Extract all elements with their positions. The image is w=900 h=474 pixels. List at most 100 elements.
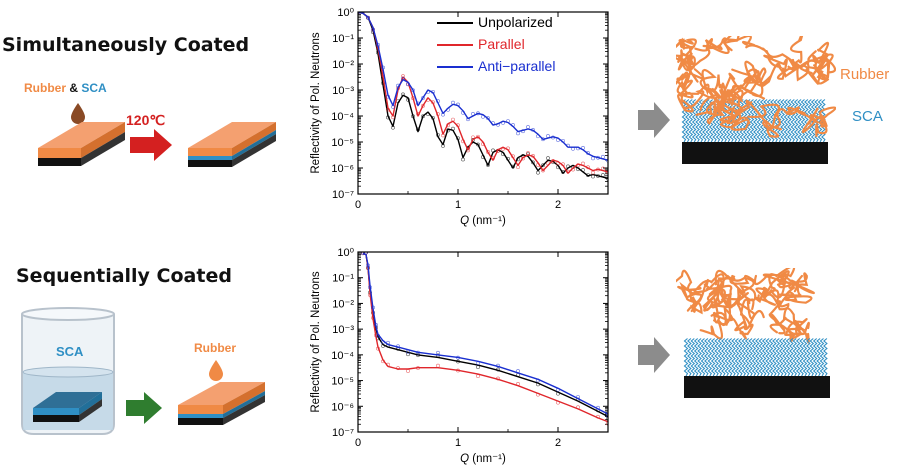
data-point [526,125,530,129]
rubber-chain [766,55,810,78]
sca-chain [793,99,799,143]
y-tick-label: 10⁻⁵ [331,137,354,149]
heating-arrow-icon [130,129,172,161]
sca-chain [702,99,707,143]
sca-chain [731,338,736,377]
sca-chain [797,99,802,143]
sequential-substrate [178,382,265,425]
y-axis-label: Reflectivity of Pol. Neutrons [310,32,322,174]
sca-chain [685,99,690,143]
rubber-chain [731,62,782,88]
y-tick-label: 10⁻² [332,59,354,71]
sca-chain [780,99,785,143]
rubber-chain [686,279,710,315]
rubber-chain [720,287,749,308]
sca-chain [787,99,792,143]
sca-chain [714,338,719,377]
data-point [541,168,545,173]
structure-layers [676,36,836,164]
sca-chain [717,338,723,377]
y-tick-label: 10⁻¹ [332,273,354,285]
series-parallel [361,252,608,426]
data-point [461,157,465,162]
rubber-chain [710,298,754,340]
x-tick-label: 2 [555,437,561,449]
sca-chain [806,338,811,377]
data-point [421,103,425,108]
sca-chain [823,338,828,377]
sca-chain [819,338,825,377]
rubber-chain [676,49,693,75]
substrate-block [682,142,828,164]
data-point [436,363,440,368]
rubber-drop-icon [209,360,223,381]
y-tick-label: 10⁻¹ [332,33,354,45]
x-tick-label: 1 [455,199,461,211]
sca-chain [800,99,806,143]
sca-chain [724,338,730,377]
sca-chain [690,338,696,377]
sca-chain [816,338,821,377]
data-point [486,163,490,167]
plot-frame [357,251,609,433]
sca-label: SCA [81,81,107,95]
series-anti-parallel [361,252,608,418]
rubber-chain [807,41,834,71]
rubber-chain [694,37,739,54]
sca-chain [775,338,781,377]
substrate-block [684,376,830,398]
sca-chain [817,99,823,143]
sca-chain [721,338,726,377]
sca-chain [802,338,808,377]
sca-chain [799,338,804,377]
sca-chain [795,338,801,377]
reflectivity-chart-simultaneous: Reflectivity of Pol. Neutrons 10⁰ 10⁻¹ 10⁻²… [310,7,609,227]
interface-structure-simultaneous [676,36,836,164]
rubber-chain [745,44,798,80]
structure-sca-label: SCA [852,108,883,125]
rubber-chain [702,274,755,312]
sca-chain [748,338,753,377]
result-arrow-icon-top [638,102,670,138]
sequential-process-diagram: SCA Rubber [21,307,265,435]
temperature-label: 120℃ [126,112,165,128]
rubber-chain [734,298,765,332]
y-tick-label: 10⁻³ [332,324,354,336]
sca-chain [741,338,747,377]
immersed-substrate [33,392,102,422]
y-tick-label: 10⁰ [337,7,354,19]
y-tick-label: 10⁻⁶ [331,163,354,175]
data-point [406,369,410,373]
sca-chain [790,99,796,143]
sca-chain [778,338,784,377]
rubber-chain [805,53,830,85]
row-title-simultaneous: Simultaneously Coated [2,34,250,56]
y-tick-label: 10⁻² [332,298,354,310]
series-anti-parallel [358,12,608,163]
rubber-chain [709,74,744,102]
beaker-sca-label: SCA [56,344,84,359]
sca-chain [789,338,794,377]
rubber-chain [677,86,718,113]
sca-chain [751,338,757,377]
data-point [546,156,550,161]
rubber-chain [703,287,733,326]
data-point [541,163,545,168]
data-point [421,96,425,100]
sca-chain [727,338,733,377]
sca-chain [704,338,709,377]
sca-chain [782,338,787,377]
sca-chain [785,338,791,377]
x-tick-label: 2 [555,199,561,211]
rubber-chain [728,60,764,98]
rubber-chain [762,106,800,138]
x-tick-label: 0 [355,199,361,211]
sca-chain [758,338,764,377]
y-tick-label: 10⁻⁷ [332,189,354,201]
y-tick-label: 10⁻⁵ [331,376,354,388]
sca-chain [756,99,762,143]
sca-chain [792,338,798,377]
rubber-chain [801,106,836,134]
row-title-sequential: Sequentially Coated [16,265,232,287]
materials-label: Rubber & SCA [24,81,107,95]
